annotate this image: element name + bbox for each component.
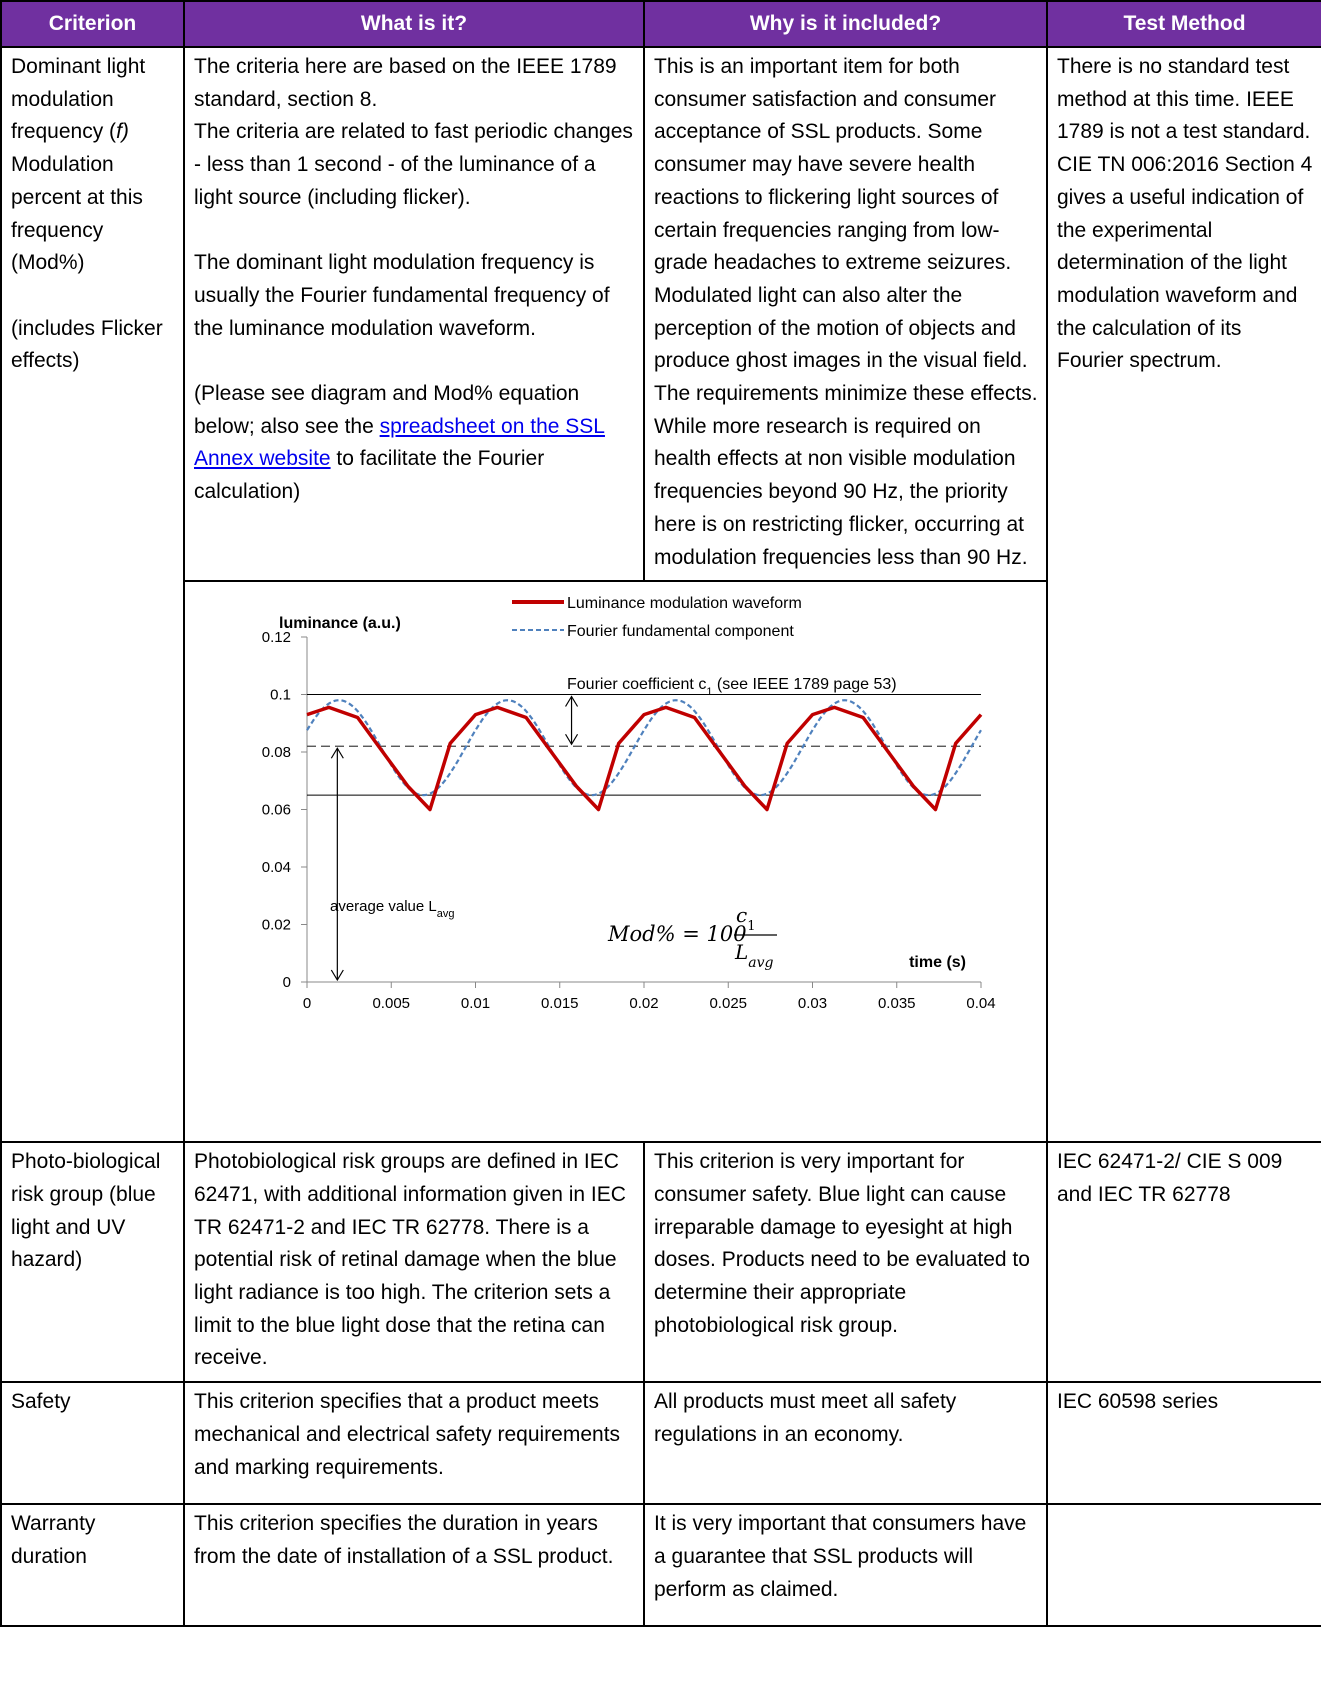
modulation-chart: 0 0.02 0.04 0.06 0.08 0.1 0.12 0 0.005 0.01 0.015 0… <box>262 595 996 1012</box>
x-tick-label: 0.02 <box>629 995 658 1012</box>
criterion-cell: Safety <box>0 1381 185 1506</box>
x-tick-label: 0.03 <box>798 995 827 1012</box>
mod-equation: Mod% = 100 <box>607 922 747 946</box>
y-tick-label: 0 <box>283 974 291 991</box>
header-test-method: Test Method <box>1046 0 1321 48</box>
what-paragraph: The dominant light modulation frequency … <box>194 251 610 340</box>
header-why-included: Why is it included? <box>643 0 1048 48</box>
legend-label-luminance: Luminance modulation waveform <box>567 595 802 612</box>
criterion-text-mod-percent: Modulation percent at this frequency (Mo… <box>11 153 143 275</box>
why-cell: It is very important that consumers have… <box>643 1503 1048 1628</box>
y-tick-label: 0.02 <box>262 917 291 934</box>
y-tick-label: 0.1 <box>270 687 291 704</box>
test-cell <box>1046 1503 1321 1628</box>
x-tick-label: 0 <box>303 995 311 1012</box>
test-cell: IEC 60598 series <box>1046 1381 1321 1506</box>
y-tick-label: 0.12 <box>262 629 291 646</box>
what-paragraph: The criteria here are based on the IEEE … <box>194 55 617 111</box>
what-cell-modulation: The criteria here are based on the IEEE … <box>183 45 645 583</box>
average-arrowhead-bottom <box>330 969 344 982</box>
x-tick-label: 0.035 <box>878 995 916 1012</box>
x-tick-label: 0.01 <box>461 995 490 1012</box>
x-tick-label: 0.005 <box>372 995 410 1012</box>
mod-equation-numerator: c1 <box>736 903 755 934</box>
what-paragraph: The criteria are related to fast periodi… <box>194 120 633 209</box>
y-tick-label: 0.08 <box>262 744 291 761</box>
table-row-photobiological: Photo-biological risk group (blue light … <box>0 1141 1321 1384</box>
average-arrowhead-top <box>330 747 344 759</box>
x-axis-label: time (s) <box>909 954 966 971</box>
annotation-average-value: average value Lavg <box>330 898 455 920</box>
header-row: Criterion What is it? Why is it included… <box>0 0 1321 48</box>
why-cell-modulation: This is an important item for both consu… <box>643 45 1048 583</box>
what-cell: This criterion specifies the duration in… <box>183 1503 645 1628</box>
why-cell: All products must meet all safety regula… <box>643 1381 1048 1506</box>
y-axis-label: luminance (a.u.) <box>279 615 401 632</box>
what-cell: Photobiological risk groups are defined … <box>183 1141 645 1384</box>
test-paragraph: CIE TN 006:2016 Section 4 gives a useful… <box>1057 153 1313 373</box>
test-paragraph: There is no standard test method at this… <box>1057 55 1311 144</box>
test-cell: IEC 62471-2/ CIE S 009 and IEC TR 62778 <box>1046 1141 1321 1384</box>
coefficient-arrowhead-bottom <box>565 734 579 746</box>
why-cell: This criterion is very important for con… <box>643 1141 1048 1384</box>
table-row-safety: Safety This criterion specifies that a p… <box>0 1381 1321 1506</box>
what-paragraph-link: (Please see diagram and Mod% equation be… <box>194 382 605 504</box>
criterion-text: Dominant light modulation frequency (f) <box>11 55 146 144</box>
test-cell-modulation: There is no standard test method at this… <box>1046 45 1321 1144</box>
mod-equation-denominator: Lavg <box>734 940 774 971</box>
criterion-text-flicker: (includes Flicker effects) <box>11 316 163 373</box>
table-row-modulation: Dominant light modulation frequency (f) … <box>0 45 1321 1144</box>
fourier-fundamental-line <box>306 699 982 797</box>
criterion-cell: Warranty duration <box>0 1503 185 1628</box>
table-row-warranty: Warranty duration This criterion specifi… <box>0 1503 1321 1628</box>
y-tick-label: 0.06 <box>262 802 291 819</box>
header-what-is-it: What is it? <box>183 0 645 48</box>
criterion-cell-modulation: Dominant light modulation frequency (f) … <box>0 45 185 1144</box>
chart-cell: 0 0.02 0.04 0.06 0.08 0.1 0.12 0 0.005 0.01 0.015 0… <box>183 580 1048 1144</box>
y-tick-label: 0.04 <box>262 859 291 876</box>
header-criterion: Criterion <box>0 0 185 48</box>
spreadsheet-link[interactable]: spreadsheet on the SSL Annex website <box>194 414 605 471</box>
what-cell: This criterion specifies that a product … <box>183 1381 645 1506</box>
table-row-chart: 0 0.02 0.04 0.06 0.08 0.1 0.12 0 0.005 0.01 0.015 0… <box>1 580 1321 1144</box>
x-tick-label: 0.015 <box>541 995 579 1012</box>
luminance-waveform-line <box>306 705 983 812</box>
criterion-cell: Photo-biological risk group (blue light … <box>0 1141 185 1384</box>
coefficient-arrowhead-top <box>565 695 579 708</box>
x-tick-label: 0.025 <box>709 995 747 1012</box>
criteria-table: Criterion What is it? Why is it included… <box>0 0 1321 1628</box>
annotation-fourier-coefficient: Fourier coefficient c1 (see IEEE 1789 pa… <box>567 676 897 698</box>
x-tick-label: 0.04 <box>966 995 995 1012</box>
legend-label-fourier: Fourier fundamental component <box>567 623 794 640</box>
